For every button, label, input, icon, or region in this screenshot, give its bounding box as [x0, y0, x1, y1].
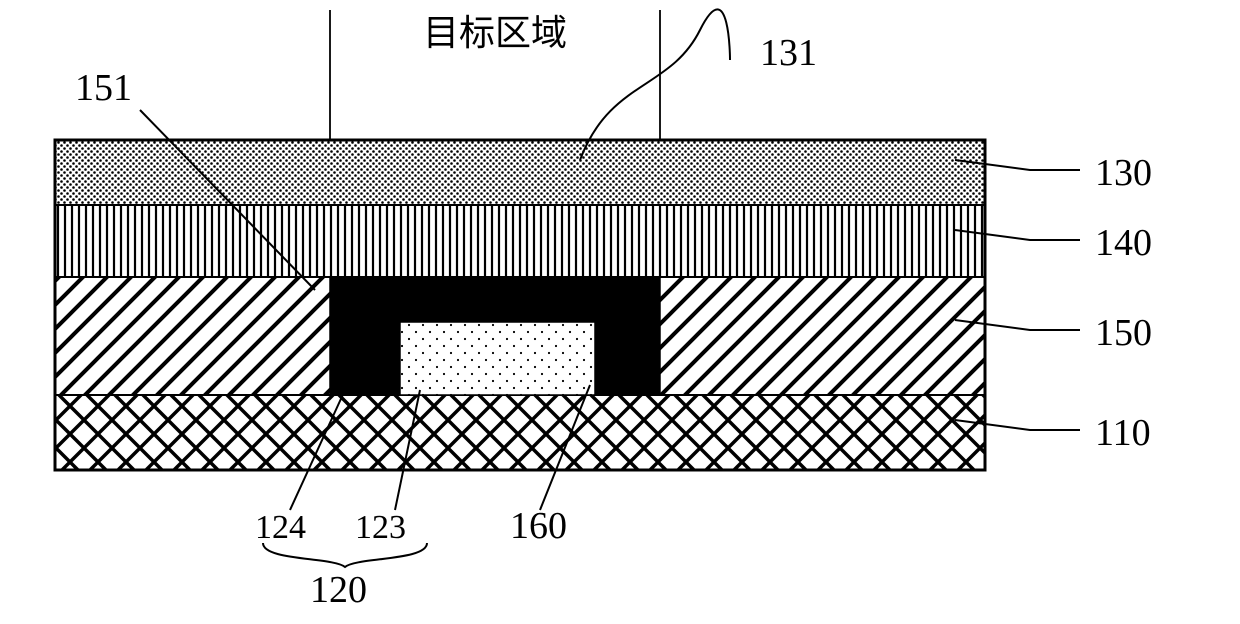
label-110: 110	[1095, 412, 1151, 454]
diagram-svg: 目标区域 131 151 130 140 150 110 160 124 123 120	[0, 0, 1240, 624]
label-151: 151	[75, 67, 132, 109]
label-140: 140	[1095, 222, 1152, 264]
structure-123	[400, 322, 595, 395]
layer-110	[55, 395, 985, 470]
label-130: 130	[1095, 152, 1152, 194]
brace-120	[263, 543, 427, 567]
label-131: 131	[760, 32, 817, 74]
label-160: 160	[510, 505, 567, 547]
label-123: 123	[355, 509, 406, 546]
label-150: 150	[1095, 312, 1152, 354]
layer-130	[55, 140, 985, 205]
leader-131	[580, 9, 730, 160]
layer-140	[55, 205, 985, 277]
diagram-stage: 目标区域 131 151 130 140 150 110 160 124 123 120	[0, 0, 1240, 624]
label-124: 124	[255, 509, 306, 546]
label-120: 120	[310, 569, 367, 611]
label-target-region: 目标区域	[423, 13, 567, 53]
